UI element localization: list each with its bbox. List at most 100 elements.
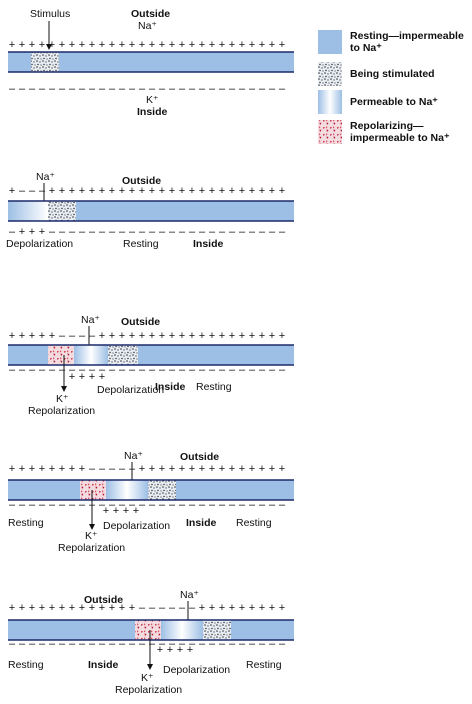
plus-sign: + xyxy=(69,602,75,614)
minus-sign: – xyxy=(229,499,236,511)
plus-sign: + xyxy=(269,463,275,475)
plus-sign: + xyxy=(199,463,205,475)
minus-sign: – xyxy=(269,638,276,650)
plus-sign: + xyxy=(109,602,115,614)
minus-sign: – xyxy=(49,226,56,238)
depolarization-label: Depolarization xyxy=(6,238,74,250)
plus-sign: + xyxy=(177,644,183,656)
permeable-region xyxy=(74,345,108,365)
minus-sign: – xyxy=(19,185,26,197)
plus-sign: + xyxy=(129,602,135,614)
plus-sign: + xyxy=(269,185,275,197)
plus-sign: + xyxy=(269,39,275,51)
resting-label: Resting xyxy=(236,517,272,529)
minus-sign: – xyxy=(179,226,186,238)
plus-sign: + xyxy=(49,463,55,475)
stimulated-region xyxy=(203,620,231,640)
minus-sign: – xyxy=(269,364,276,376)
stimulus-arrow-head xyxy=(46,44,52,50)
minus-sign: – xyxy=(169,602,176,614)
minus-sign: – xyxy=(269,83,276,95)
plus-sign: + xyxy=(219,463,225,475)
repolarization-label: Repolarization xyxy=(115,684,183,696)
minus-sign: – xyxy=(159,499,166,511)
minus-sign: – xyxy=(119,83,126,95)
plus-sign: + xyxy=(69,39,75,51)
minus-sign: – xyxy=(129,463,136,475)
inside-label: Inside xyxy=(155,381,186,393)
minus-sign: – xyxy=(259,226,266,238)
minus-sign: – xyxy=(89,638,96,650)
minus-sign: – xyxy=(79,638,86,650)
minus-sign: – xyxy=(239,364,246,376)
resting-label: Resting xyxy=(8,659,44,671)
plus-sign: + xyxy=(209,602,215,614)
minus-sign: – xyxy=(89,226,96,238)
plus-sign: + xyxy=(9,602,15,614)
minus-sign: – xyxy=(99,463,106,475)
plus-sign: + xyxy=(133,505,139,517)
plus-sign: + xyxy=(219,39,225,51)
minus-sign: – xyxy=(89,463,96,475)
minus-sign: – xyxy=(139,83,146,95)
minus-sign: – xyxy=(119,499,126,511)
minus-sign: – xyxy=(279,226,286,238)
minus-sign: – xyxy=(59,499,66,511)
plus-sign: + xyxy=(199,330,205,342)
minus-sign: – xyxy=(9,638,16,650)
plus-sign: + xyxy=(259,39,265,51)
plus-sign: + xyxy=(9,39,15,51)
plus-sign: + xyxy=(139,463,145,475)
stimulated-region xyxy=(48,201,76,221)
plus-sign: + xyxy=(9,185,15,197)
plus-sign: + xyxy=(29,330,35,342)
legend-swatch-repolarizing xyxy=(318,120,342,144)
minus-sign: – xyxy=(109,638,116,650)
plus-sign: + xyxy=(69,185,75,197)
resting-label: Resting xyxy=(196,381,232,393)
minus-sign: – xyxy=(179,364,186,376)
plus-sign: + xyxy=(39,39,45,51)
stimulated-region xyxy=(148,480,176,500)
minus-sign: – xyxy=(149,226,156,238)
plus-sign: + xyxy=(259,185,265,197)
plus-sign: + xyxy=(89,39,95,51)
minus-sign: – xyxy=(39,638,46,650)
minus-sign: – xyxy=(39,364,46,376)
plus-sign: + xyxy=(149,330,155,342)
plus-sign: + xyxy=(69,463,75,475)
plus-sign: + xyxy=(79,371,85,383)
minus-sign: – xyxy=(259,499,266,511)
plus-sign: + xyxy=(209,330,215,342)
plus-sign: + xyxy=(149,185,155,197)
minus-sign: – xyxy=(279,364,286,376)
minus-sign: – xyxy=(159,83,166,95)
legend-label-repolarizing: Repolarizing— impermeable to Na⁺ xyxy=(350,120,450,144)
minus-sign: – xyxy=(159,638,166,650)
plus-sign: + xyxy=(9,463,15,475)
legend-swatch-permeable xyxy=(318,90,342,114)
minus-sign: – xyxy=(139,364,146,376)
plus-sign: + xyxy=(49,602,55,614)
legend-label-permeable: Permeable to Na⁺ xyxy=(350,96,438,108)
minus-sign: – xyxy=(229,364,236,376)
na-label: Na⁺ xyxy=(81,314,100,326)
legend-label-resting: Resting—impermeable to Na⁺ xyxy=(350,30,464,54)
plus-sign: + xyxy=(39,330,45,342)
repolarizing-region xyxy=(135,620,161,640)
minus-sign: – xyxy=(239,226,246,238)
minus-sign: – xyxy=(99,499,106,511)
plus-sign: + xyxy=(279,330,285,342)
legend-swatch-resting xyxy=(318,30,342,54)
plus-sign: + xyxy=(179,185,185,197)
minus-sign: – xyxy=(229,83,236,95)
plus-sign: + xyxy=(269,602,275,614)
resting-label: Resting xyxy=(246,659,282,671)
na-label: Na⁺ xyxy=(124,450,143,462)
plus-sign: + xyxy=(159,330,165,342)
plus-sign: + xyxy=(19,330,25,342)
minus-sign: – xyxy=(99,226,106,238)
minus-sign: – xyxy=(249,638,256,650)
plus-sign: + xyxy=(209,463,215,475)
